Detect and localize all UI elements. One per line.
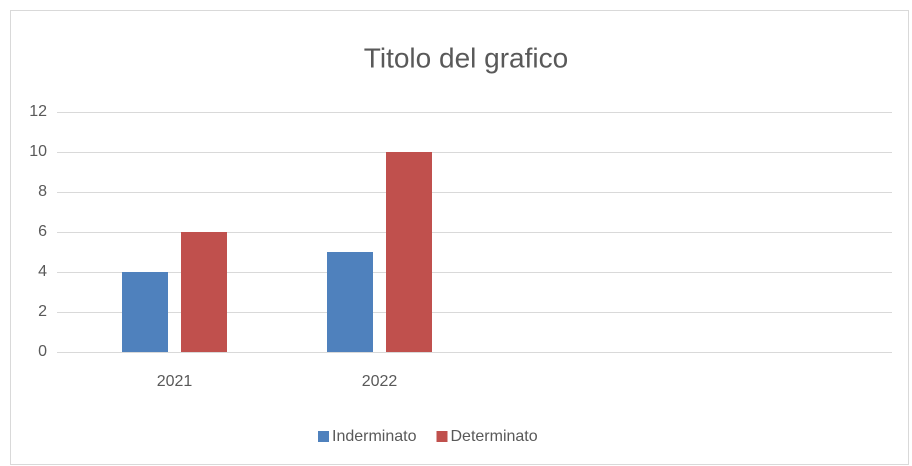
legend-swatch [318, 431, 329, 442]
x-tick-label: 2021 [157, 373, 193, 390]
legend-label: Inderminato [332, 428, 417, 445]
y-tick-label: 10 [29, 143, 47, 160]
bar [181, 232, 227, 352]
y-tick-label: 6 [38, 223, 47, 240]
bar [386, 152, 432, 352]
y-tick-label: 4 [38, 263, 47, 280]
y-tick-label: 8 [38, 183, 47, 200]
bar [327, 252, 373, 352]
x-tick-label: 2022 [362, 373, 398, 390]
legend-label: Determinato [451, 428, 538, 445]
chart-title: Titolo del grafico [364, 42, 568, 73]
legend-swatch [436, 431, 448, 442]
y-tick-label: 0 [38, 343, 47, 360]
bar [122, 272, 168, 352]
chart-border [10, 10, 909, 465]
y-tick-label: 12 [29, 103, 47, 120]
y-tick-label: 2 [38, 303, 47, 320]
